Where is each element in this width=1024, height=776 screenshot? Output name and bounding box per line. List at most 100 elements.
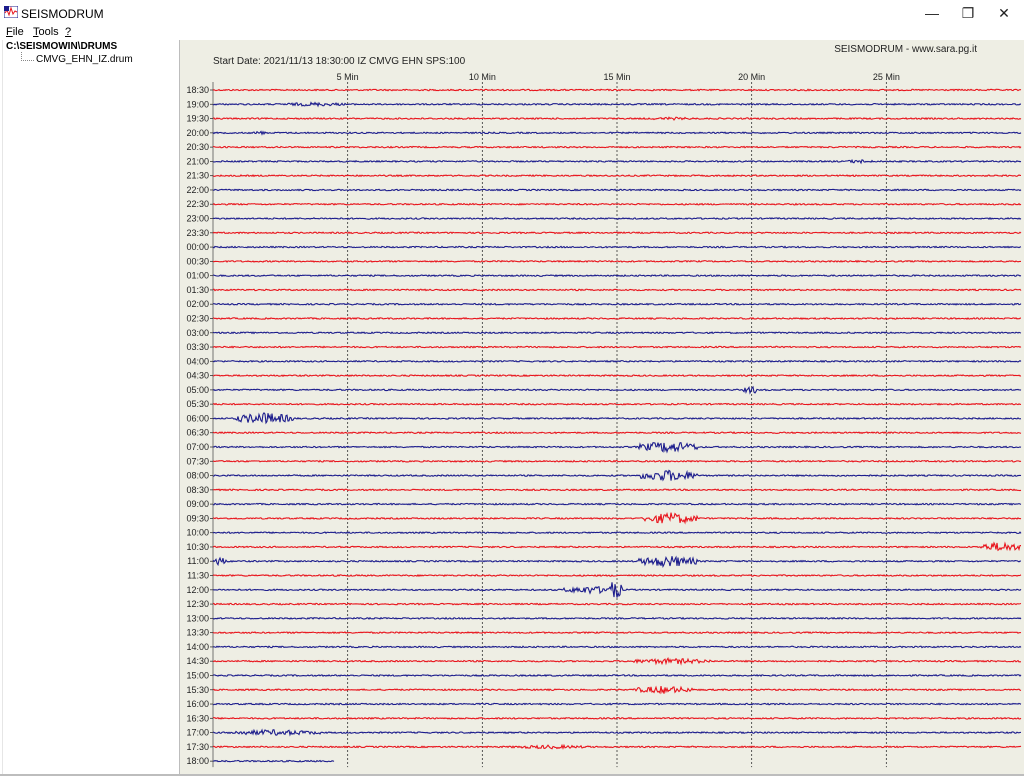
minute-tick-label: 15 Min — [603, 72, 630, 82]
seismic-trace — [212, 656, 1022, 666]
drum-plot: SEISMODRUM - www.sara.pg.it Start Date: … — [186, 44, 1022, 768]
row-time-label: 07:30 — [186, 456, 209, 466]
seismic-trace — [212, 531, 1022, 535]
row-time-label: 15:30 — [186, 685, 209, 695]
row-time-label: 03:30 — [186, 342, 209, 352]
minute-tick-label: 25 Min — [873, 72, 900, 82]
seismic-trace — [212, 555, 1022, 568]
seismic-trace — [212, 602, 1022, 606]
row-time-label: 09:00 — [186, 499, 209, 509]
row-time-label: 12:00 — [186, 585, 209, 595]
seismic-trace — [212, 158, 1022, 165]
row-time-label: 10:00 — [186, 528, 209, 538]
seismic-trace — [212, 145, 1022, 149]
app-icon — [4, 6, 18, 18]
seismic-trace — [212, 616, 1022, 620]
seismic-trace — [212, 231, 1022, 235]
seismic-trace — [212, 374, 1022, 378]
menu-file-label: File — [6, 26, 24, 38]
row-time-label: 10:30 — [186, 542, 209, 552]
row-time-label: 11:30 — [187, 571, 209, 581]
seismic-trace — [212, 101, 1022, 108]
minimize-icon: — — [925, 5, 939, 21]
seismic-trace — [212, 759, 335, 763]
seismic-trace — [212, 685, 1022, 695]
row-time-label: 05:30 — [186, 399, 209, 409]
menu-bar: File Tools ? — [0, 26, 1024, 40]
seismic-trace — [212, 502, 1022, 506]
row-time-label: 23:30 — [186, 228, 209, 238]
row-time-label: 21:00 — [186, 156, 209, 166]
seismic-trace — [212, 645, 1022, 649]
seismic-trace — [212, 259, 1022, 263]
seismic-trace — [212, 359, 1022, 363]
row-time-label: 04:30 — [186, 371, 209, 381]
row-time-label: 18:30 — [186, 85, 209, 95]
minute-tick-label: 20 Min — [738, 72, 765, 82]
row-time-label: 09:30 — [186, 513, 209, 523]
row-time-label: 03:00 — [186, 328, 209, 338]
seismic-trace — [212, 673, 1022, 678]
seismic-trace — [212, 316, 1022, 321]
row-time-label: 18:00 — [186, 756, 209, 766]
seismic-trace — [212, 202, 1022, 206]
seismic-trace — [212, 469, 1022, 482]
seismic-trace — [212, 302, 1022, 306]
menu-file[interactable]: File — [6, 26, 24, 38]
row-time-label: 06:00 — [186, 413, 209, 423]
row-time-label: 22:00 — [186, 185, 209, 195]
menu-help-label: ? — [65, 26, 72, 38]
row-time-label: 13:30 — [186, 628, 209, 638]
menu-help[interactable]: ? — [65, 26, 71, 38]
seismic-trace — [212, 728, 1022, 737]
row-time-label: 08:00 — [186, 471, 209, 481]
seismic-trace — [212, 345, 1022, 349]
row-time-label: 01:00 — [186, 271, 209, 281]
seismic-trace — [212, 459, 1022, 463]
row-time-label: 17:30 — [186, 742, 209, 752]
seismic-trace — [212, 541, 1022, 552]
row-time-label: 02:30 — [186, 313, 209, 323]
row-time-label: 00:30 — [186, 256, 209, 266]
row-time-label: 13:00 — [186, 613, 209, 623]
seismic-trace — [212, 288, 1022, 292]
minute-tick-label: 5 Min — [337, 72, 359, 82]
seismic-trace — [212, 130, 1022, 136]
seismogram-drum: SEISMODRUM - www.sara.pg.it Start Date: … — [180, 40, 1024, 774]
row-time-label: 08:30 — [186, 485, 209, 495]
seismic-trace — [212, 743, 1022, 750]
tree-root-folder[interactable]: C:\SEISMOWIN\DRUMS — [6, 41, 118, 52]
row-time-label: 14:00 — [186, 642, 209, 652]
start-info-text: Start Date: 2021/11/13 18:30:00 IZ CMVG … — [213, 56, 466, 67]
seismic-trace — [212, 512, 1022, 525]
seismic-trace — [212, 331, 1022, 335]
seismic-trace — [212, 274, 1022, 278]
minimize-button[interactable]: — — [914, 0, 950, 26]
restore-button[interactable]: ❐ — [950, 0, 986, 26]
row-time-label: 23:00 — [186, 214, 209, 224]
seismic-trace — [212, 582, 1022, 598]
row-time-label: 01:30 — [186, 285, 209, 295]
seismic-trace — [212, 631, 1022, 635]
title-bar: SEISMODRUM — ❐ ✕ — [0, 0, 1024, 26]
seismic-trace — [212, 431, 1022, 435]
row-time-label: 11:00 — [187, 556, 209, 566]
row-time-label: 19:30 — [186, 114, 209, 124]
seismic-trace — [212, 488, 1022, 492]
row-time-label: 17:00 — [186, 728, 209, 738]
close-button[interactable]: ✕ — [986, 0, 1022, 26]
row-time-label: 14:30 — [186, 656, 209, 666]
row-time-label: 16:00 — [186, 699, 209, 709]
menu-tools[interactable]: Tools — [33, 26, 59, 38]
row-time-label: 05:00 — [186, 385, 209, 395]
seismic-trace — [212, 116, 1022, 121]
seismic-trace — [212, 716, 1022, 720]
row-time-label: 19:00 — [186, 99, 209, 109]
tree-file-item[interactable]: CMVG_EHN_IZ.drum — [36, 54, 133, 65]
close-icon: ✕ — [998, 4, 1010, 21]
seismic-trace — [212, 385, 1022, 395]
window-title: SEISMODRUM — [21, 7, 104, 21]
row-time-label: 06:30 — [186, 428, 209, 438]
seismic-trace — [212, 216, 1022, 221]
row-time-label: 15:00 — [186, 670, 209, 680]
